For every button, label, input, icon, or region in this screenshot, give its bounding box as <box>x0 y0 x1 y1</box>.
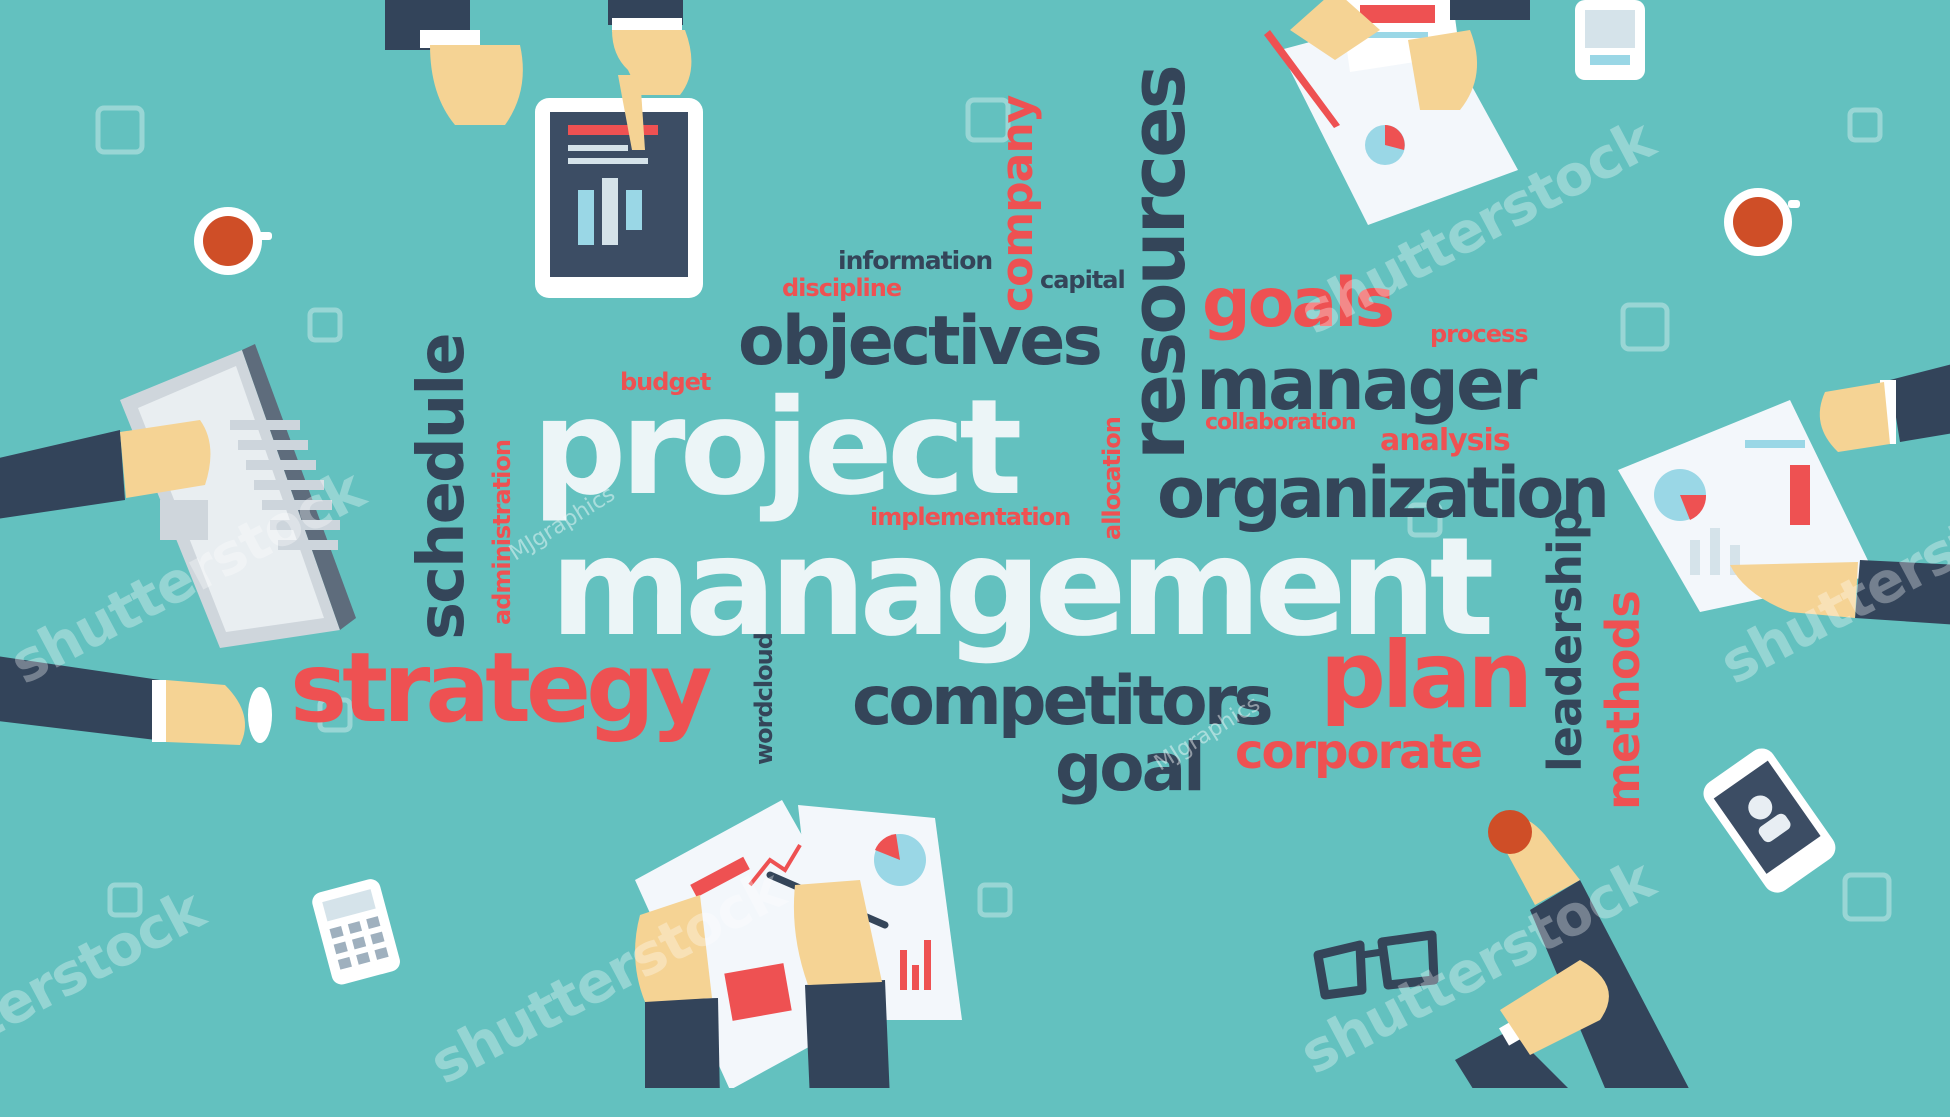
word-discipline: discipline <box>782 274 902 302</box>
left-arms <box>0 420 272 745</box>
word-budget: budget <box>620 368 711 396</box>
word-process: process <box>1430 320 1529 348</box>
word-goal: goal <box>1055 729 1206 806</box>
smartphone-icon <box>1703 748 1836 893</box>
watermark-logo-icons <box>95 97 1892 922</box>
tablet-icon <box>535 75 703 298</box>
word-goals: goals <box>1202 264 1395 343</box>
word-manager: manager <box>1196 342 1537 426</box>
word-project: project <box>532 371 1022 525</box>
word-competitors: competitors <box>852 662 1274 741</box>
bottom-right-arms <box>1455 810 1689 1088</box>
coffee-cup-icon <box>194 207 272 275</box>
calculator-icon <box>312 879 400 985</box>
word-information: information <box>838 246 993 275</box>
word-analysis: analysis <box>1380 423 1511 458</box>
word-methods: methods <box>1596 591 1650 810</box>
right-documents-icon <box>1618 400 1875 612</box>
word-collaboration: collaboration <box>1205 410 1356 435</box>
word-resources: resources <box>1113 67 1202 460</box>
word-administration: administration <box>488 440 516 625</box>
top-left-arms <box>385 0 692 125</box>
word-capital: capital <box>1040 266 1126 294</box>
bottom-arms <box>635 880 890 1088</box>
word-wordcloud: wordcloud <box>750 633 778 765</box>
word-management: management <box>550 509 1494 667</box>
word-implementation: implementation <box>870 503 1071 531</box>
word-objectives: objectives <box>738 302 1103 381</box>
right-arms <box>1730 364 1950 625</box>
word-leadership: leadership <box>1538 508 1592 772</box>
word-schedule: schedule <box>405 334 479 640</box>
coffee-cup-icon <box>1724 188 1800 256</box>
word-strategy: strategy <box>290 632 712 744</box>
word-allocation: allocation <box>1098 417 1126 540</box>
glasses-icon <box>1313 930 1439 1000</box>
office-desk-illustration <box>0 0 1950 1088</box>
word-plan: plan <box>1320 622 1533 729</box>
word-organization: organization <box>1157 452 1610 534</box>
documents-icon <box>1264 0 1645 225</box>
word-company: company <box>992 95 1043 312</box>
word-corporate: corporate <box>1235 724 1483 780</box>
